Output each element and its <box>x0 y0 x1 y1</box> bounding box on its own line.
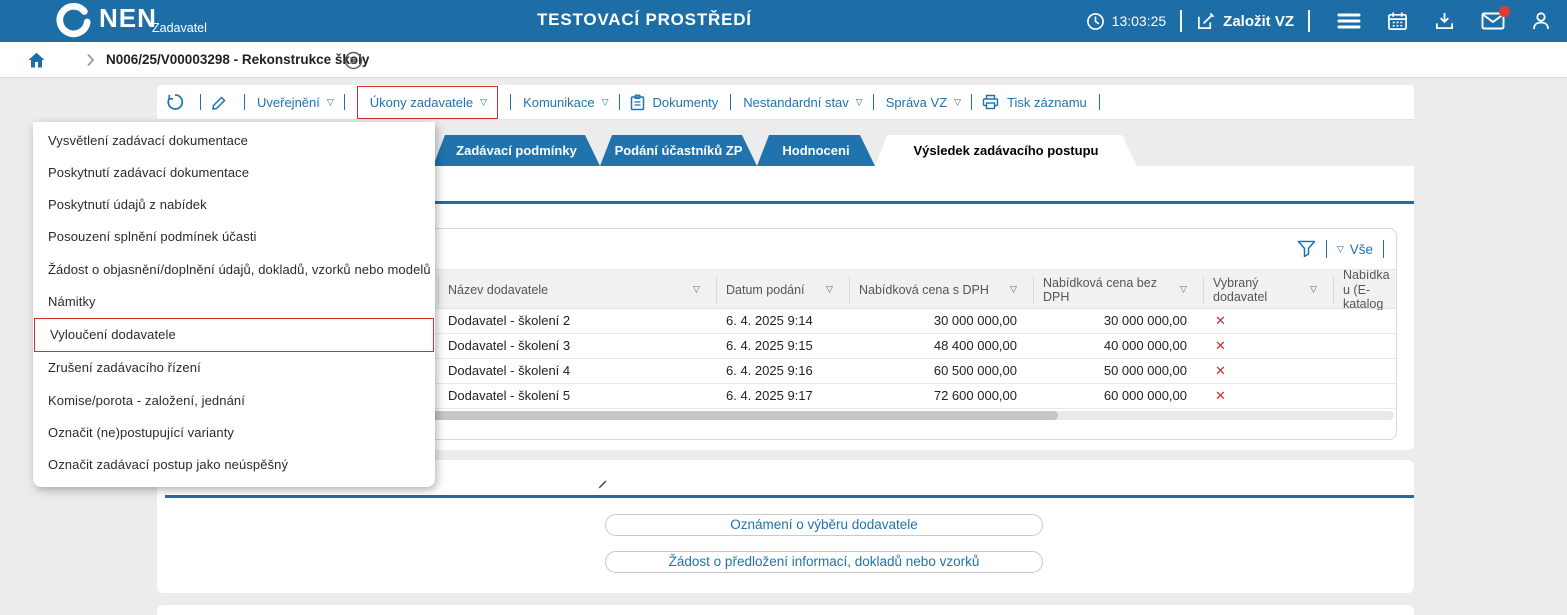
chevron-down-icon: ▽ <box>326 96 334 107</box>
close-tab-icon[interactable] <box>344 51 363 70</box>
next-section-edge <box>157 605 1414 615</box>
menu-item-namitky[interactable]: Námitky <box>48 293 96 309</box>
environment-title: TESTOVACÍ PROSTŘEDÍ <box>537 10 752 29</box>
section-rule <box>165 201 1414 204</box>
filter-divider <box>1325 240 1327 258</box>
column-header-cena-bez-dph[interactable]: Nabídková cena bez DPH <box>1043 275 1157 304</box>
tab-hodnoceni[interactable]: Hodnoceni <box>757 135 875 166</box>
chevron-down-icon: ▽ <box>954 96 962 107</box>
brand-role-label: Zadavatel <box>152 21 207 35</box>
menu-item-vysvetleni-zadavaci-dokumentace[interactable]: Vysvětlení zadávací dokumentace <box>48 132 248 148</box>
clock-icon <box>1086 12 1105 31</box>
filter-all-dropdown[interactable]: ▽ Vše <box>1336 241 1373 257</box>
tab-vysledek-zadavaciho-postupu[interactable]: Výsledek zadávacího postupu <box>875 135 1137 166</box>
download-tray-icon[interactable] <box>1434 11 1455 31</box>
menu-item-posouzeni-splneni-podminek[interactable]: Posouzení splnění podmínek účasti <box>48 229 257 245</box>
chevron-down-icon: ▽ <box>855 96 863 107</box>
toolbar-divider <box>618 94 620 110</box>
notice-of-selection-button[interactable]: Oznámení o výběru dodavatele <box>605 514 1043 536</box>
toolbar-item-nestandardni-stav[interactable]: Nestandardní stav ▽ <box>743 94 863 110</box>
not-selected-icon: ✕ <box>1215 363 1226 378</box>
toolbar-item-tisk-zaznamu[interactable]: Tisk záznamu <box>982 94 1089 110</box>
toolbar-item-uverejneni[interactable]: Uveřejnění ▽ <box>257 94 334 110</box>
menu-item-oznacit-postup-jako-neuspesny[interactable]: Označit zadávací postup jako neúspěšný <box>48 457 289 473</box>
calendar-icon[interactable] <box>1387 11 1408 31</box>
toolbar-item-komunikace[interactable]: Komunikace ▽ <box>523 94 609 110</box>
toolbar-divider <box>971 94 973 110</box>
horizontal-scrollbar[interactable] <box>170 411 1394 420</box>
request-documents-button[interactable]: Žádost o předložení informací, dokladů n… <box>605 551 1043 573</box>
column-header-vybrany-dodavatel[interactable]: Vybraný dodavatel <box>1213 275 1268 304</box>
menu-item-komise-porota[interactable]: Komise/porota - založení, jednání <box>48 392 245 408</box>
nen-logo-icon[interactable] <box>54 2 92 40</box>
not-selected-icon: ✕ <box>1215 338 1226 353</box>
toolbar-divider <box>343 94 345 110</box>
column-header-nazev-dodavatele[interactable]: Název dodavatele <box>448 282 549 297</box>
document-icon <box>630 94 645 111</box>
menu-item-zruseni-zadavaciho-rizeni[interactable]: Zrušení zadávacího řízení <box>48 360 201 376</box>
chevron-right-icon <box>86 53 95 67</box>
toolbar-divider <box>244 94 245 110</box>
current-time: 13:03:25 <box>1111 13 1167 29</box>
mail-notification-badge <box>1499 6 1510 17</box>
filter-funnel-icon[interactable] <box>1297 240 1316 258</box>
menu-item-oznacit-nepostupujici-varianty[interactable]: Označit (ne)postupující varianty <box>48 425 235 441</box>
section-rule <box>165 495 1414 498</box>
menu-hamburger-icon[interactable] <box>1337 12 1361 30</box>
column-header-datum-podani[interactable]: Datum podání <box>726 282 805 297</box>
not-selected-icon: ✕ <box>1215 313 1226 328</box>
table-filter-bar: ▽ Vše <box>166 229 1396 269</box>
printer-icon <box>982 94 999 110</box>
sort-icon[interactable]: ▽ <box>693 284 700 294</box>
toolbar-item-sprava-vz[interactable]: Správa VZ ▽ <box>885 94 962 110</box>
create-vz-icon[interactable] <box>1196 12 1215 31</box>
menu-item-poskytnuti-udaju-z-nabidek[interactable]: Poskytnutí údajů z nabídek <box>48 197 207 213</box>
chevron-down-icon: ▽ <box>601 96 609 107</box>
table-row[interactable]: Dodavatel - školení 4 6. 4. 2025 9:16 60… <box>166 359 1396 384</box>
menu-item-zadost-o-objasneni[interactable]: Žádost o objasnění/doplnění údajů, dokla… <box>48 261 431 277</box>
edit-pencil-icon[interactable] <box>211 94 228 111</box>
chevron-down-icon: ▽ <box>1336 243 1344 254</box>
record-toolbar: Uveřejnění ▽ Úkony zadavatele ▽ Komunikace… <box>157 85 1414 120</box>
table-row[interactable]: Dodavatel - školení 5 6. 4. 2025 9:17 72… <box>166 384 1396 409</box>
sort-icon[interactable]: ▽ <box>826 284 833 294</box>
header-divider <box>1308 10 1310 32</box>
toolbar-item-ukony-zadavatele[interactable]: Úkony zadavatele ▽ <box>356 85 499 119</box>
not-selected-icon: ✕ <box>1215 388 1226 403</box>
breadcrumb: N006/25/V00003298 - Rekonstrukce školy <box>0 42 1567 78</box>
history-icon[interactable] <box>166 93 184 111</box>
menu-item-vylouceni-dodavatele[interactable]: Vyloučení dodavatele <box>34 317 434 352</box>
scrollbar-thumb[interactable] <box>170 411 1058 420</box>
tab-podani-ucastniku-zp[interactable]: Podání účastníků ZP <box>600 135 757 166</box>
chevron-down-icon: ▽ <box>480 96 488 107</box>
column-header-nabidka[interactable]: Nabídka u (E-katalog <box>1343 270 1390 310</box>
ukony-zadavatele-menu: Vysvětlení zadávací dokumentace Poskytnu… <box>33 122 435 487</box>
top-header-bar: NEN Zadavatel TESTOVACÍ PROSTŘEDÍ 13:03:… <box>0 0 1567 42</box>
mail-icon[interactable] <box>1481 6 1510 30</box>
filter-divider <box>1383 240 1384 258</box>
table-row[interactable]: Dodavatel - školení 3 6. 4. 2025 9:15 48… <box>166 334 1396 359</box>
home-icon[interactable] <box>27 51 46 69</box>
breadcrumb-item[interactable]: N006/25/V00003298 - Rekonstrukce školy <box>106 52 370 67</box>
column-header-cena-s-dph[interactable]: Nabídková cena s DPH <box>859 282 989 297</box>
sort-icon[interactable]: ▽ <box>1310 284 1317 294</box>
toolbar-divider <box>200 94 201 110</box>
toolbar-divider <box>510 94 512 110</box>
menu-item-poskytnuti-zadavaci-dokumentace[interactable]: Poskytnutí zadávací dokumentace <box>48 164 250 180</box>
sort-icon[interactable]: ▽ <box>1010 284 1017 294</box>
sort-icon[interactable]: ▽ <box>1180 284 1187 294</box>
toolbar-item-dokumenty[interactable]: Dokumenty <box>630 94 721 111</box>
header-actions: 13:03:25 Založit VZ <box>1086 0 1567 42</box>
edit-pencil-icon[interactable] <box>598 480 607 489</box>
table-row[interactable]: Dodavatel - školení 2 6. 4. 2025 9:14 30… <box>166 309 1396 334</box>
toolbar-divider <box>872 94 874 110</box>
create-vz-button[interactable]: Založit VZ <box>1223 12 1294 30</box>
brand-name[interactable]: NEN <box>99 3 157 33</box>
user-profile-icon[interactable] <box>1531 11 1551 31</box>
tab-zadavaci-podminky[interactable]: Zadávací podmínky <box>433 135 600 166</box>
header-divider <box>1180 10 1183 32</box>
toolbar-divider <box>730 94 732 110</box>
toolbar-divider <box>1098 94 1100 110</box>
